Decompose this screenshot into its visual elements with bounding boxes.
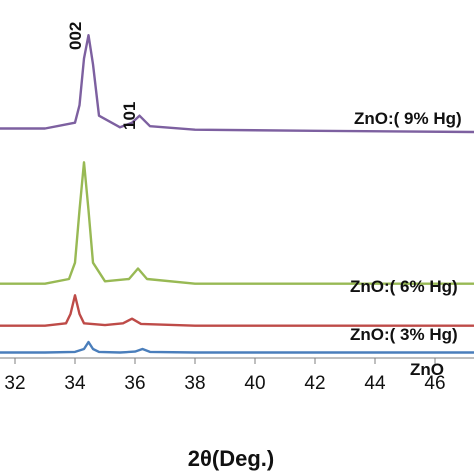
peak-label-002: 002 <box>66 22 85 50</box>
series-line-0 <box>0 340 474 354</box>
x-tick-label-32: 32 <box>4 373 25 394</box>
series-line-2 <box>0 161 474 285</box>
series-label-1: ZnO:( 3% Hg) <box>350 325 458 344</box>
x-tick-label-42: 42 <box>304 373 325 394</box>
series-label-3: ZnO:( 9% Hg) <box>354 109 462 128</box>
peak-label-101: 101 <box>120 102 139 130</box>
series-label-2: ZnO:( 6% Hg) <box>350 277 458 296</box>
x-tick-label-40: 40 <box>244 373 265 394</box>
x-tick-label-36: 36 <box>124 373 145 394</box>
series-label-0: ZnO <box>410 360 444 379</box>
series-layer <box>0 34 474 354</box>
x-axis-title: 2θ(Deg.) <box>188 446 274 471</box>
tick-layer: 32 34 36 38 40 42 44 46 <box>4 358 446 394</box>
series-line-3 <box>0 34 474 134</box>
x-tick-label-44: 44 <box>364 373 386 394</box>
x-tick-label-46: 46 <box>424 373 445 394</box>
label-layer: ZnO ZnO:( 3% Hg) ZnO:( 6% Hg) ZnO:( 9% Hg) 0… <box>66 22 462 379</box>
x-tick-label-38: 38 <box>184 373 205 394</box>
series-line-1 <box>0 294 474 327</box>
x-tick-label-34: 34 <box>64 373 86 394</box>
